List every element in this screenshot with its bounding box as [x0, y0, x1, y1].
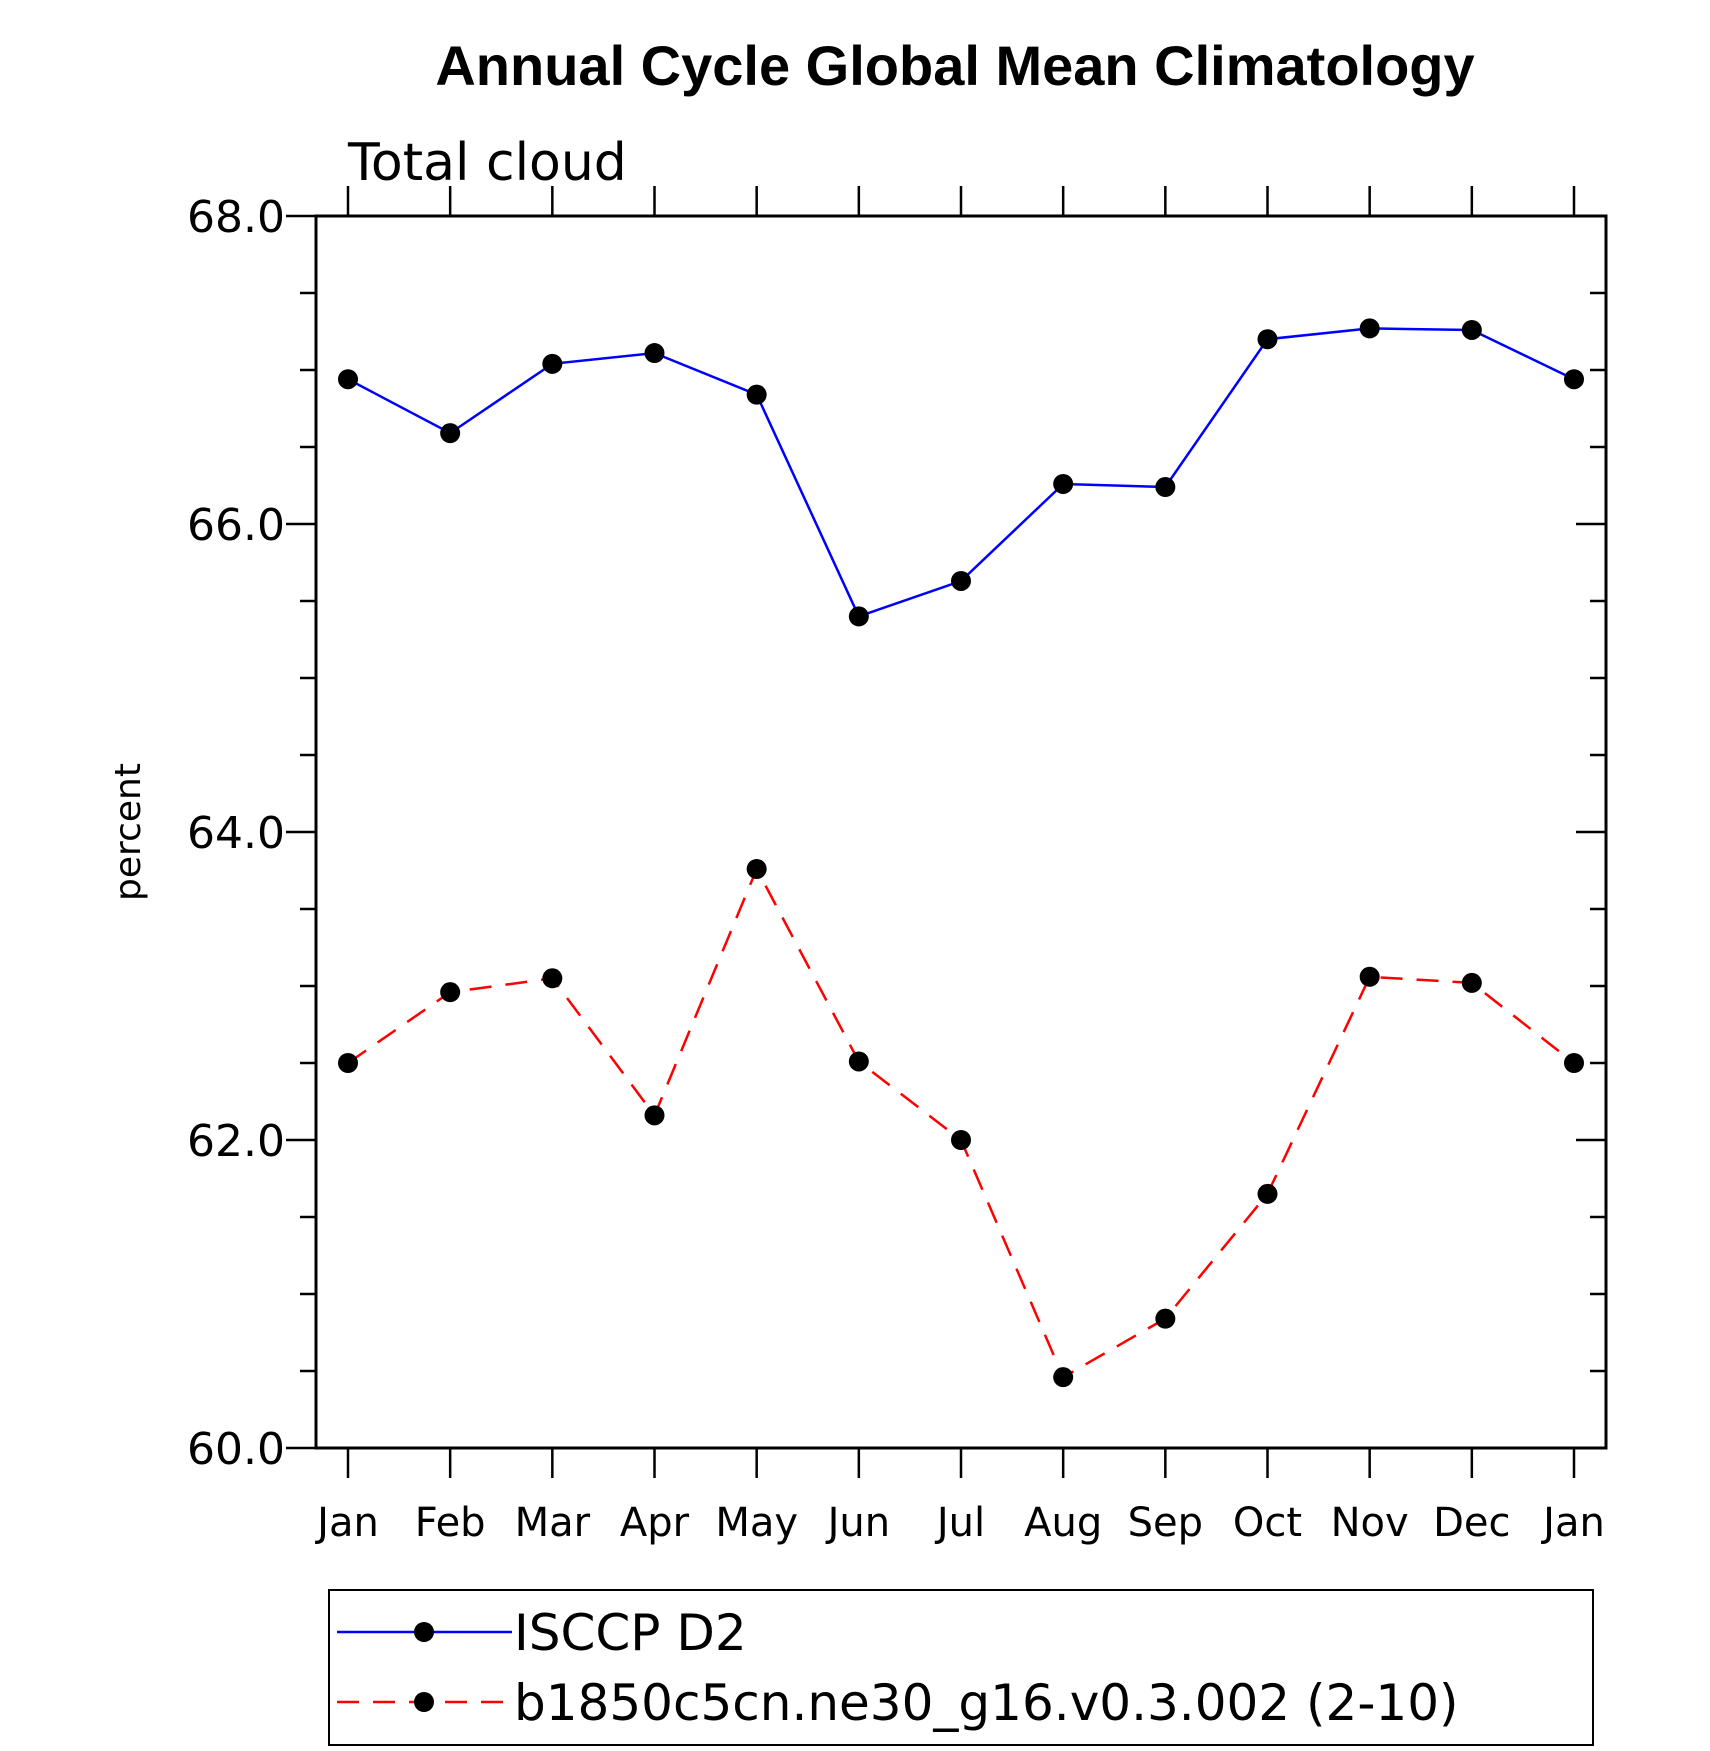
legend-label-2: b1850c5cn.ne30_g16.v0.3.002 (2-10)	[514, 1674, 1459, 1732]
y-tick-label: 62.0	[187, 1116, 285, 1167]
x-tick-label: Feb	[415, 1500, 486, 1546]
series-1-point	[542, 353, 563, 374]
series-2-point	[848, 1051, 869, 1072]
y-tick-label: 68.0	[187, 192, 285, 243]
series-1-point	[644, 343, 665, 364]
series-2-point	[1564, 1053, 1584, 1073]
series-1-point	[746, 384, 767, 405]
series-2-point	[951, 1130, 971, 1150]
y-tick-label: 64.0	[187, 808, 285, 859]
x-tick-label: Mar	[515, 1500, 591, 1546]
legend: ISCCP D2 b1850c5cn.ne30_g16.v0.3.002 (2-1…	[328, 1589, 1594, 1746]
legend-label-1: ISCCP D2	[514, 1604, 747, 1662]
x-tick-label: Apr	[620, 1500, 690, 1546]
y-tick-label: 66.0	[187, 500, 285, 551]
x-tick-label: Nov	[1331, 1500, 1409, 1546]
x-tick-label: Aug	[1024, 1500, 1102, 1546]
chart-title: Annual Cycle Global Mean Climatology	[435, 34, 1474, 97]
series-2-point	[1461, 972, 1482, 993]
series-1-point	[1461, 319, 1482, 340]
series-2-point	[1359, 966, 1380, 987]
x-tick-label: Jan	[1540, 1500, 1605, 1546]
series-2-point	[542, 968, 563, 989]
series-1-point	[1155, 477, 1176, 498]
series-1-point	[1564, 369, 1584, 390]
series-1-point	[1257, 329, 1278, 350]
series-1-point	[338, 369, 358, 390]
series-1-point	[848, 606, 869, 627]
x-tick-label: May	[715, 1500, 798, 1546]
series-1-point	[1359, 318, 1380, 339]
series-1-point	[1053, 473, 1074, 494]
series-1-point	[440, 423, 461, 444]
plot-frame	[314, 214, 1608, 1450]
x-tick-label: Jan	[314, 1500, 379, 1546]
y-axis: 60.0 62.0 64.0 66.0 68.0	[187, 192, 1606, 1475]
series-2-point	[1257, 1183, 1278, 1204]
series-1-point	[951, 570, 971, 591]
legend-marker-2	[414, 1692, 434, 1712]
legend-marker-1	[414, 1622, 434, 1642]
x-tick-label: Jul	[934, 1500, 985, 1546]
series-line-2	[347, 866, 1575, 1379]
x-tick-label: Jun	[825, 1500, 891, 1546]
x-axis: Jan Feb Mar Apr May Jun Jul Aug Sep Oct Nov Dec Jan	[314, 186, 1605, 1546]
series-2-point	[1155, 1308, 1176, 1329]
series-layer	[338, 318, 1584, 1388]
series-2-point	[440, 982, 461, 1003]
series-2-point	[338, 1053, 358, 1073]
chart-subtitle: Total cloud	[347, 133, 627, 193]
series-2-point	[746, 858, 767, 879]
x-tick-label: Sep	[1128, 1500, 1203, 1546]
y-axis-label: percent	[108, 763, 149, 901]
series-2-point	[1053, 1367, 1074, 1388]
x-tick-label: Oct	[1233, 1500, 1302, 1546]
legend-box	[328, 1589, 1594, 1746]
y-tick-label: 60.0	[187, 1424, 285, 1475]
series-2-point	[644, 1105, 665, 1126]
x-tick-label: Dec	[1433, 1500, 1510, 1546]
